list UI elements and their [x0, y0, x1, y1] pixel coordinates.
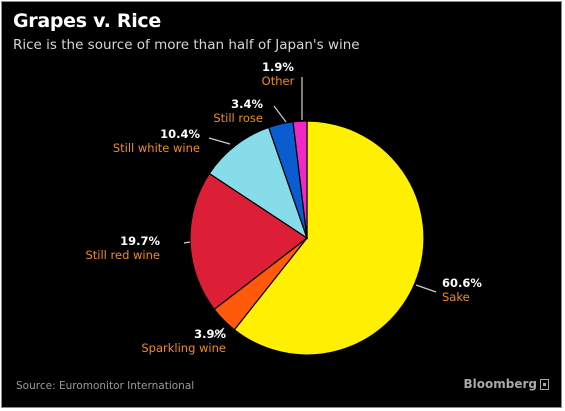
source-note: Source: Euromonitor International: [16, 380, 195, 392]
data-label-still-white-wine: 10.4%: [160, 127, 200, 141]
brand-name: Bloomberg: [463, 377, 538, 391]
leader-line-sake: [415, 284, 437, 293]
leader-line-still-rose: [273, 105, 287, 123]
category-label-other: Other: [262, 74, 295, 88]
category-label-sake: Sake: [442, 290, 470, 304]
data-label-other: 1.9%: [262, 60, 294, 74]
pie-chart: 60.6%Sake 3.9%Sparkling wine 19.7%Still re…: [85, 60, 482, 356]
bloomberg-icon: [540, 378, 549, 390]
bloomberg-logo: Bloomberg: [463, 377, 549, 391]
pie-slice-sake: [233, 120, 425, 356]
data-label-sparkling-wine: 3.9%: [194, 327, 226, 341]
leader-line-still-white-wine: [208, 137, 231, 145]
category-label-sparkling-wine: Sparkling wine: [141, 341, 226, 355]
category-label-still-red-wine: Still red wine: [85, 248, 160, 262]
pie-slice-still-white-wine: [208, 126, 309, 240]
pie-slice-still-red-wine: [189, 172, 309, 311]
data-label-still-red-wine: 19.7%: [120, 234, 160, 248]
data-label-still-rose: 3.4%: [231, 97, 263, 111]
leader-line-still-red-wine: [183, 241, 191, 244]
pie-slice-other: [292, 120, 308, 239]
chart-subtitle: Rice is the source of more than half of …: [13, 37, 360, 53]
category-label-still-rose: Still rose: [213, 111, 263, 125]
category-label-still-white-wine: Still white wine: [113, 141, 200, 155]
data-label-sake: 60.6%: [442, 276, 482, 290]
chart-title: Grapes v. Rice: [13, 10, 161, 32]
leader-line-sparkling-wine: [213, 327, 225, 338]
